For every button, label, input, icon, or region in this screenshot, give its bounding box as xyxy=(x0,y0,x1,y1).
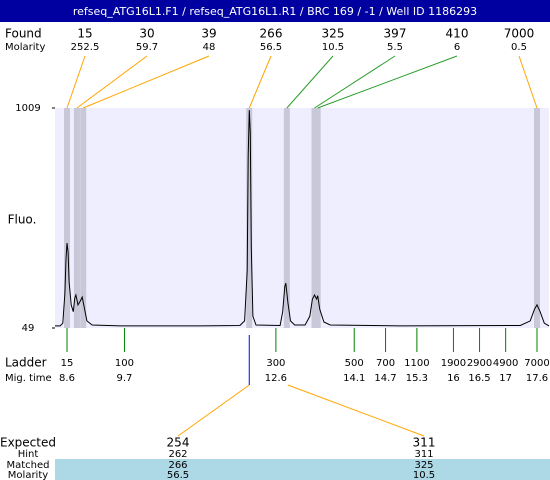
ladder-time: 16 xyxy=(447,373,460,384)
peak-band xyxy=(314,108,321,328)
ladder-time: 16.5 xyxy=(468,373,490,384)
found-size: 7000 xyxy=(504,27,535,41)
title-bar xyxy=(0,0,550,22)
peak-band xyxy=(311,108,318,328)
ladder-time: 15.3 xyxy=(406,373,428,384)
hint-value: 311 xyxy=(414,449,433,460)
ladder-time: 17 xyxy=(499,373,512,384)
found-size: 266 xyxy=(260,27,283,41)
ladder-size: 7000 xyxy=(524,358,549,369)
found-connector xyxy=(76,55,148,109)
ladder-time: 8.6 xyxy=(59,373,75,384)
found-size: 410 xyxy=(446,27,469,41)
found-connector xyxy=(317,55,458,109)
found-molarity: 6 xyxy=(454,42,460,53)
ladder-size: 15 xyxy=(61,358,74,369)
found-molarity: 0.5 xyxy=(511,42,527,53)
found-molarity: 252.5 xyxy=(71,42,100,53)
found-molarity: 48 xyxy=(203,42,216,53)
ladder-size: 2900 xyxy=(467,358,492,369)
molarity-label: Molarity xyxy=(8,470,48,480)
ladder-size: 700 xyxy=(376,358,395,369)
ladder-size: 4900 xyxy=(493,358,518,369)
plot-area xyxy=(55,108,549,328)
found-molarity: 5.5 xyxy=(387,42,403,53)
matched-band xyxy=(55,459,550,480)
found-molarity: 10.5 xyxy=(322,42,344,53)
ladder-time: 14.1 xyxy=(343,373,365,384)
ladder-time: 17.6 xyxy=(526,373,548,384)
found-size: 39 xyxy=(201,27,216,41)
expected-label: Expected xyxy=(0,436,56,450)
found-molarity: 59.7 xyxy=(136,42,158,53)
expected-value: 311 xyxy=(413,436,436,450)
found-size: 397 xyxy=(384,27,407,41)
ladder-size: 1900 xyxy=(441,358,466,369)
molarity-value: 10.5 xyxy=(413,470,435,480)
found-size: 30 xyxy=(139,27,154,41)
hint-label: Hint xyxy=(18,449,39,460)
expected-value: 254 xyxy=(167,436,190,450)
ladder-time: 9.7 xyxy=(116,373,132,384)
y-tick-label: 49 xyxy=(22,323,35,334)
found-connector xyxy=(66,55,86,109)
hint-value: 262 xyxy=(168,449,187,460)
mig-time-label: Mig. time xyxy=(5,373,52,384)
matched-label: Matched xyxy=(6,460,49,471)
molarity-value: 56.5 xyxy=(167,470,189,480)
peak-band xyxy=(283,108,290,328)
ladder-size: 500 xyxy=(345,358,364,369)
ladder-size: 1100 xyxy=(404,358,429,369)
ladder-time: 12.6 xyxy=(265,373,287,384)
peak-band xyxy=(80,108,87,328)
found-connector xyxy=(518,55,538,109)
peak-band xyxy=(64,108,71,328)
found-connector xyxy=(83,55,210,109)
y-axis-label: Fluo. xyxy=(8,213,37,227)
found-connector xyxy=(286,55,334,109)
peak-band xyxy=(533,108,540,328)
expected-connector xyxy=(287,384,425,437)
found-size: 325 xyxy=(322,27,345,41)
ladder-size: 300 xyxy=(266,358,285,369)
found-molarity: 56.5 xyxy=(260,42,282,53)
expected-connector xyxy=(177,384,250,437)
ladder-label: Ladder xyxy=(5,356,47,370)
found-size: 15 xyxy=(77,27,92,41)
ladder-time: 14.7 xyxy=(374,373,396,384)
trace xyxy=(55,110,550,327)
y-tick-label: 1009 xyxy=(15,103,40,114)
matched-value: 266 xyxy=(168,460,187,471)
found-label: Found xyxy=(5,27,42,41)
found-connector xyxy=(248,55,272,109)
ladder-size: 100 xyxy=(115,358,134,369)
title: refseq_ATG16L1.F1 / refseq_ATG16L1.R1 / … xyxy=(73,5,477,18)
found-connector xyxy=(314,55,396,109)
peak-band xyxy=(246,108,253,328)
peak-band xyxy=(73,108,80,328)
found-molarity-label: Molarity xyxy=(5,42,45,53)
matched-value: 325 xyxy=(414,460,433,471)
